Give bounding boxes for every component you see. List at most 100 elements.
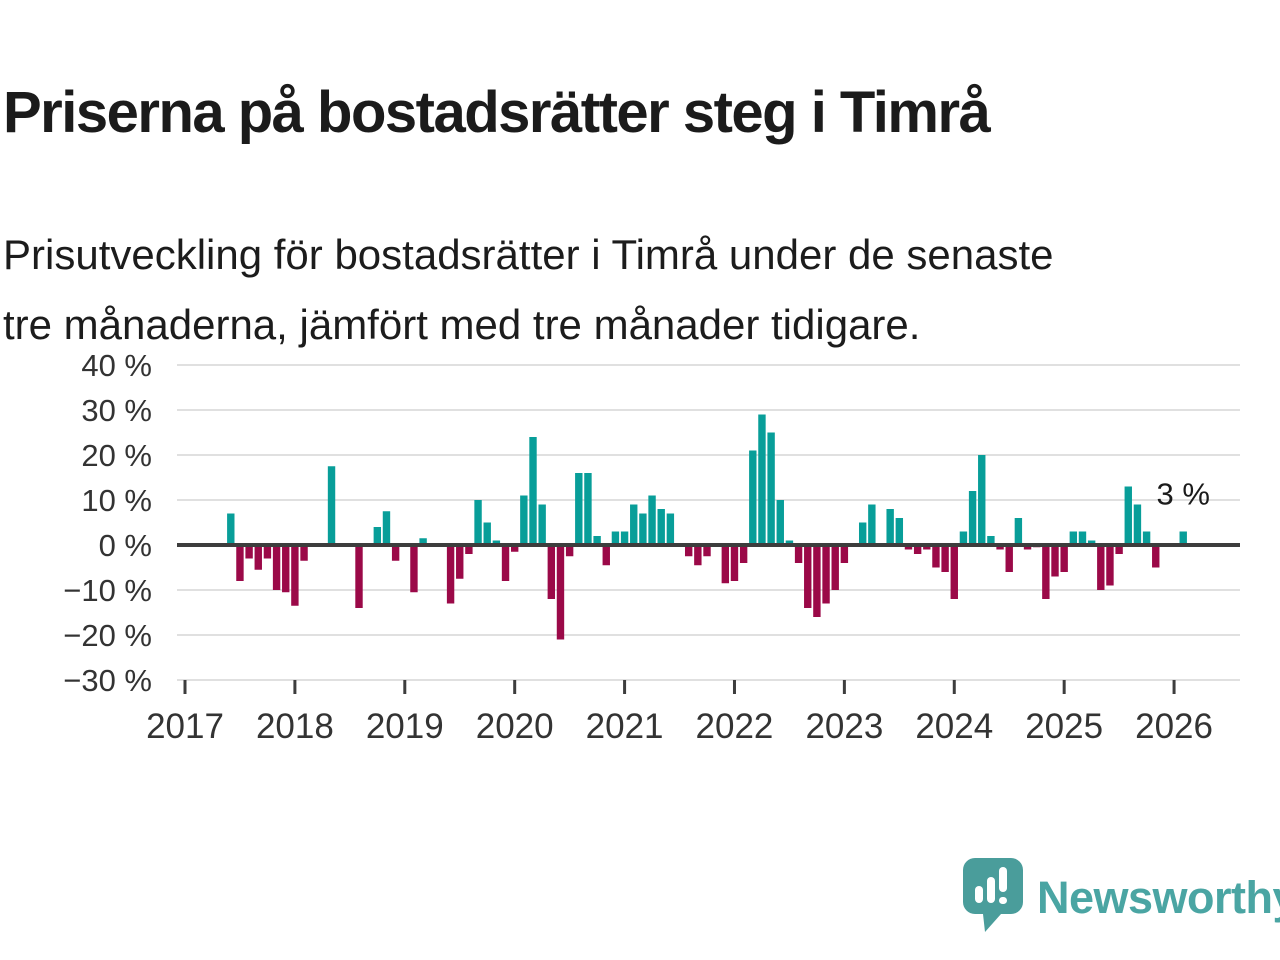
x-tick-label: 2023 bbox=[805, 707, 883, 746]
bar bbox=[227, 513, 235, 545]
bar bbox=[520, 495, 528, 545]
bar bbox=[501, 545, 510, 581]
bar bbox=[1060, 545, 1068, 572]
bar bbox=[291, 545, 299, 606]
bar bbox=[858, 522, 867, 545]
bar bbox=[1014, 518, 1023, 545]
newsworthy-wordmark: Newsworthy bbox=[1037, 872, 1280, 923]
bar bbox=[758, 414, 766, 545]
x-tick-label: 2021 bbox=[586, 707, 664, 746]
bar bbox=[721, 545, 730, 584]
x-tick-label: 2022 bbox=[696, 707, 774, 746]
bar bbox=[950, 545, 958, 599]
bar bbox=[529, 437, 537, 545]
bar bbox=[373, 527, 382, 545]
bar bbox=[254, 545, 262, 570]
bar bbox=[446, 545, 455, 604]
bar bbox=[556, 545, 565, 640]
bar bbox=[968, 491, 977, 545]
bar bbox=[1023, 545, 1032, 550]
bar bbox=[932, 545, 940, 568]
bar bbox=[1097, 545, 1105, 590]
bar bbox=[776, 500, 784, 545]
bar bbox=[730, 545, 739, 581]
bar bbox=[355, 545, 363, 608]
x-tick-label: 2017 bbox=[146, 707, 224, 746]
bar bbox=[822, 545, 830, 604]
page-title: Priserna på bostadsrätter steg i Timrå bbox=[3, 79, 991, 145]
bar bbox=[584, 473, 592, 545]
bar bbox=[1069, 531, 1078, 545]
bar bbox=[1133, 504, 1142, 545]
bar bbox=[575, 473, 583, 545]
newsworthy-bubble-icon bbox=[963, 858, 1023, 932]
page-subtitle: Prisutveckling för bostadsrätter i Timrå… bbox=[3, 231, 1054, 348]
bar bbox=[996, 545, 1004, 550]
x-tick-label: 2020 bbox=[476, 707, 554, 746]
bar bbox=[703, 545, 711, 557]
bar bbox=[620, 531, 629, 545]
bar bbox=[1142, 531, 1151, 545]
bar bbox=[868, 504, 876, 545]
bar bbox=[593, 536, 601, 545]
bar bbox=[657, 509, 665, 545]
bar bbox=[804, 545, 812, 608]
bar bbox=[391, 545, 400, 561]
x-tick-label: 2024 bbox=[915, 707, 993, 746]
bar bbox=[639, 513, 647, 545]
x-tick-label: 2019 bbox=[366, 707, 444, 746]
bar bbox=[282, 545, 290, 593]
bar-chart-glyph bbox=[975, 867, 1007, 904]
bar bbox=[1124, 486, 1132, 545]
bar bbox=[840, 545, 849, 563]
bar bbox=[831, 545, 839, 590]
bar bbox=[410, 545, 418, 593]
bar bbox=[263, 545, 272, 559]
y-tick-label: −10 % bbox=[63, 573, 152, 608]
bar bbox=[465, 545, 473, 554]
x-tick-label: 2025 bbox=[1025, 707, 1103, 746]
bar bbox=[749, 450, 757, 545]
bar bbox=[813, 545, 821, 617]
bar bbox=[382, 511, 391, 545]
bar bbox=[510, 545, 519, 552]
bar bbox=[630, 504, 638, 545]
bar bbox=[245, 545, 253, 559]
bar-chart-svg: 40 % 30 % 20 % 10 % 0 % −10 % −20 % −30 % 2017 20… bbox=[63, 348, 1240, 746]
bar bbox=[959, 531, 968, 545]
bar bbox=[483, 522, 491, 545]
bar bbox=[538, 504, 546, 545]
bar bbox=[694, 545, 702, 566]
bar bbox=[987, 536, 995, 545]
bar bbox=[739, 545, 748, 563]
bar bbox=[913, 545, 922, 554]
y-tick-label: 0 % bbox=[99, 528, 152, 563]
bar bbox=[767, 432, 775, 545]
bar bbox=[1051, 545, 1059, 577]
bar bbox=[923, 545, 931, 550]
bar bbox=[1106, 545, 1114, 586]
x-tick-label: 2026 bbox=[1135, 707, 1213, 746]
bar bbox=[666, 513, 675, 545]
bar bbox=[895, 518, 904, 545]
bar bbox=[327, 466, 336, 545]
bar bbox=[1005, 545, 1013, 572]
bar bbox=[456, 545, 464, 579]
bar bbox=[904, 545, 913, 550]
price-chart: 40 % 30 % 20 % 10 % 0 % −10 % −20 % −30 % 2017 20… bbox=[0, 330, 1280, 770]
bar bbox=[978, 455, 986, 545]
bar bbox=[611, 531, 620, 545]
bar bbox=[602, 545, 610, 566]
bar bbox=[941, 545, 949, 572]
bar bbox=[236, 545, 244, 581]
bar bbox=[1087, 540, 1096, 545]
y-tick-label: 10 % bbox=[81, 483, 152, 518]
bar bbox=[1042, 545, 1050, 599]
bar bbox=[886, 509, 894, 545]
bar bbox=[474, 500, 482, 545]
bar bbox=[785, 540, 794, 545]
bar bbox=[1078, 531, 1087, 545]
latest-value-annotation: 3 % bbox=[1157, 477, 1210, 512]
bar bbox=[300, 545, 308, 561]
